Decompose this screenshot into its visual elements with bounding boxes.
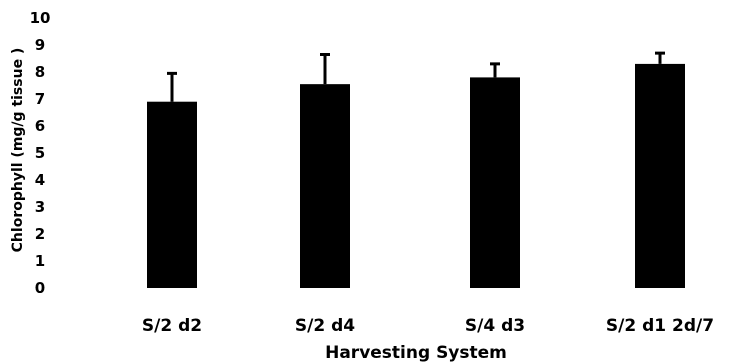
- bar: [635, 63, 685, 289]
- x-tick-label: S/2 d1 2d/7: [606, 316, 714, 336]
- y-tick-label: 2: [35, 225, 45, 243]
- x-tick-label: S/2 d2: [142, 316, 202, 336]
- error-bar: [167, 71, 177, 102]
- y-tick-label: 3: [35, 198, 45, 216]
- y-tick-label: 6: [35, 117, 45, 135]
- y-tick-label: 5: [35, 144, 45, 162]
- error-bar: [320, 52, 330, 85]
- y-tick-label: 7: [35, 90, 45, 108]
- x-tick-label: S/2 d4: [295, 316, 355, 336]
- y-tick-label: 4: [35, 171, 45, 189]
- y-tick-label: 9: [35, 36, 45, 54]
- y-tick-label: 0: [35, 279, 45, 297]
- error-bars: [167, 51, 665, 102]
- y-tick-label: 1: [35, 252, 45, 270]
- y-tick-label: 10: [30, 9, 51, 27]
- y-axis-label: Chlorophyll (mg/g tissue ): [10, 48, 26, 253]
- x-axis-label: Harvesting System: [325, 343, 507, 363]
- x-tick-labels: S/2 d2 S/2 d4 S/4 d3 S/2 d1 2d/7: [142, 316, 714, 336]
- error-bar: [490, 62, 500, 78]
- y-tick-labels: 0 1 2 3 4 5 6 7 8 9 10: [30, 9, 51, 297]
- y-tick-label: 8: [35, 63, 45, 81]
- x-tick-label: S/4 d3: [465, 316, 525, 336]
- bars: [147, 63, 685, 289]
- error-bar: [655, 51, 665, 64]
- bar: [147, 101, 197, 288]
- bar: [300, 84, 350, 289]
- bar: [470, 77, 520, 289]
